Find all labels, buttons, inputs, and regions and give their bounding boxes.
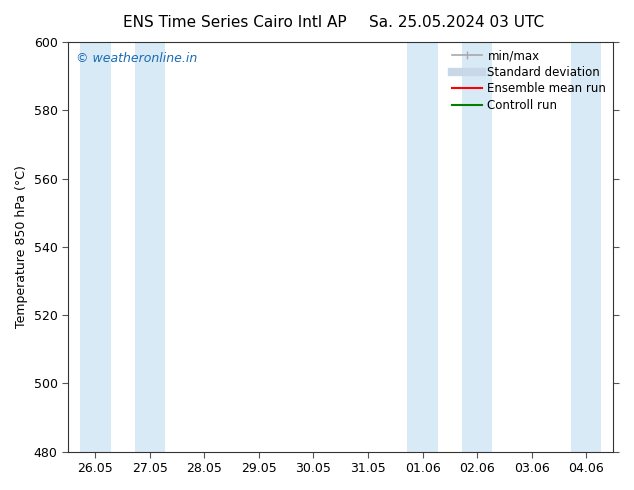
Bar [80,42,110,452]
Bar [462,42,493,452]
Text: ENS Time Series Cairo Intl AP: ENS Time Series Cairo Intl AP [123,15,346,30]
Text: Sa. 25.05.2024 03 UTC: Sa. 25.05.2024 03 UTC [369,15,544,30]
Bar [407,42,438,452]
Bar [134,42,165,452]
Legend: min/max, Standard deviation, Ensemble mean run, Controll run: min/max, Standard deviation, Ensemble me… [448,45,611,117]
Bar [571,42,602,452]
Text: © weatheronline.in: © weatheronline.in [76,52,197,65]
Y-axis label: Temperature 850 hPa (°C): Temperature 850 hPa (°C) [15,166,28,328]
